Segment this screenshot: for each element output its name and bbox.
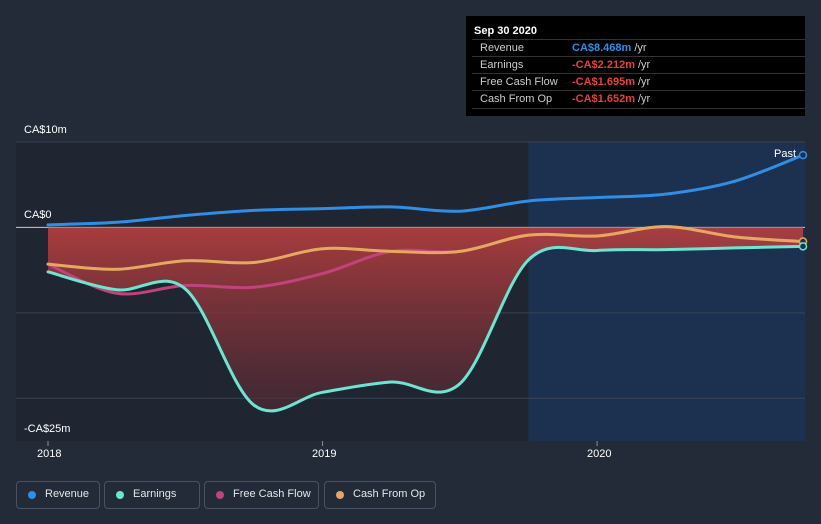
tooltip-unit: /yr bbox=[637, 59, 651, 71]
legend-item-free-cash-flow[interactable]: Free Cash Flow bbox=[204, 481, 319, 509]
tooltip-row-free-cash-flow: Free Cash Flow -CA$1.695m/yr bbox=[472, 73, 805, 91]
series-lines bbox=[46, 150, 808, 413]
past-highlight-region bbox=[528, 142, 805, 441]
tooltip-unit: /yr bbox=[634, 42, 647, 54]
legend-label: Revenue bbox=[45, 488, 90, 500]
legend-item-cash-from-op[interactable]: Cash From Op bbox=[324, 481, 436, 509]
chart-area bbox=[16, 141, 808, 446]
revenue-end-point bbox=[798, 150, 808, 160]
x-tick-label-2018: 2018 bbox=[37, 448, 62, 460]
y-tick-label-bottom: -CA$25m bbox=[24, 423, 71, 435]
tooltip-value-text: CA$8.468m bbox=[572, 42, 632, 54]
tooltip-value: -CA$1.695m/yr bbox=[572, 76, 650, 88]
legend-label: Free Cash Flow bbox=[233, 488, 311, 500]
tooltip-row-cash-from-op: Cash From Op -CA$1.652m/yr bbox=[472, 90, 805, 109]
legend-label: Cash From Op bbox=[353, 488, 426, 500]
tooltip-value-text: -CA$2.212m bbox=[572, 59, 635, 71]
tooltip-value: CA$8.468m/yr bbox=[572, 42, 647, 54]
cash-from-op-line bbox=[46, 225, 805, 271]
legend-dot-icon bbox=[336, 491, 344, 499]
legend-item-revenue[interactable]: Revenue bbox=[16, 481, 100, 509]
y-tick-label-top: CA$10m bbox=[24, 124, 67, 136]
tooltip-unit: /yr bbox=[637, 76, 651, 88]
tooltip-unit: /yr bbox=[637, 93, 651, 105]
earnings-area bbox=[48, 227, 803, 411]
x-axis-ticks bbox=[47, 441, 598, 446]
tooltip-label: Free Cash Flow bbox=[480, 76, 558, 88]
tooltip-value-text: -CA$1.695m bbox=[572, 76, 635, 88]
tooltip-label: Revenue bbox=[480, 42, 525, 54]
tooltip-value: -CA$2.212m/yr bbox=[572, 59, 650, 71]
tooltip-value-text: -CA$1.652m bbox=[572, 93, 635, 105]
y-tick-label-zero: CA$0 bbox=[24, 209, 52, 221]
legend-dot-icon bbox=[216, 491, 224, 499]
x-tick-label-2020: 2020 bbox=[587, 448, 612, 460]
tooltip: Sep 30 2020 Revenue CA$8.468m/yr Earning… bbox=[466, 16, 805, 116]
tooltip-label: Cash From Op bbox=[480, 93, 553, 105]
revenue-line bbox=[46, 153, 805, 227]
earnings-line bbox=[46, 244, 805, 413]
x-tick-label-2019: 2019 bbox=[312, 448, 337, 460]
earnings-area-fill bbox=[48, 227, 803, 411]
legend-dot-icon bbox=[116, 491, 124, 499]
earnings-end-point bbox=[798, 242, 808, 251]
tooltip-value: -CA$1.652m/yr bbox=[572, 93, 650, 105]
tooltip-label: Earnings bbox=[480, 59, 524, 71]
tooltip-date: Sep 30 2020 bbox=[474, 25, 537, 37]
legend-dot-icon bbox=[28, 491, 36, 499]
past-label: Past bbox=[774, 148, 797, 160]
tooltip-row-earnings: Earnings -CA$2.212m/yr bbox=[472, 56, 805, 74]
legend-label: Earnings bbox=[133, 488, 177, 500]
legend-item-earnings[interactable]: Earnings bbox=[104, 481, 200, 509]
tooltip-row-revenue: Revenue CA$8.468m/yr bbox=[472, 39, 805, 57]
